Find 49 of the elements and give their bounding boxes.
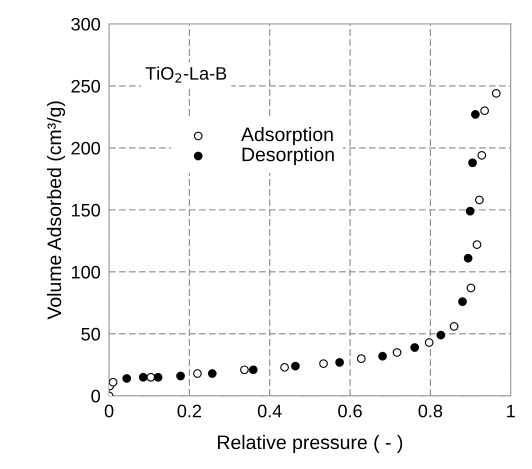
point: [319, 359, 328, 368]
point: [392, 348, 402, 357]
annotation: TiO$_{2}$-La-B: [146, 66, 226, 83]
point: [436, 330, 446, 340]
point: [468, 158, 477, 168]
y-tick-label: 100: [72, 266, 100, 279]
y-tick-label: 50: [81, 328, 100, 341]
point: [492, 88, 501, 98]
x-tick-label: 1: [507, 404, 515, 418]
y-tick-label: 300: [71, 18, 100, 31]
point: [480, 106, 489, 116]
point: [466, 284, 476, 292]
x-tick-label: 0.2: [178, 404, 202, 418]
point: [291, 362, 300, 370]
point: [458, 297, 467, 306]
point: [410, 343, 420, 352]
point: [208, 369, 217, 378]
y-tick-label: 150: [72, 204, 100, 217]
point: [424, 338, 434, 347]
legend-label: Desorption: [242, 147, 334, 166]
x-tick-label: 0: [104, 404, 114, 418]
point: [450, 322, 458, 331]
point: [193, 369, 202, 378]
point: [240, 365, 249, 374]
y-tick-label: 250: [72, 80, 100, 93]
x-tick-label: 0.8: [418, 404, 442, 418]
point: [472, 240, 482, 249]
point: [471, 110, 480, 119]
point: [466, 206, 475, 216]
point: [248, 365, 258, 374]
y-tick-label: 0: [91, 390, 100, 403]
y-tick-label: 200: [72, 142, 100, 155]
point: [335, 358, 344, 367]
legend-label: Adsorption: [241, 126, 333, 146]
point: [356, 354, 366, 364]
point: [378, 352, 387, 361]
point: [475, 196, 484, 204]
point: [109, 378, 118, 387]
point: [176, 372, 185, 380]
x-tick-label: 0.4: [258, 404, 282, 418]
point: [464, 254, 473, 263]
point: [122, 374, 132, 383]
point: [138, 372, 148, 382]
point: [477, 150, 486, 160]
point: [280, 362, 289, 372]
point: [154, 372, 162, 382]
x-tick-label: 0.6: [338, 404, 362, 418]
x-axis-title: Relative pressure ( - ): [218, 434, 402, 454]
y-axis-title: Volume Adsorbed (cm³/g): [46, 101, 66, 320]
